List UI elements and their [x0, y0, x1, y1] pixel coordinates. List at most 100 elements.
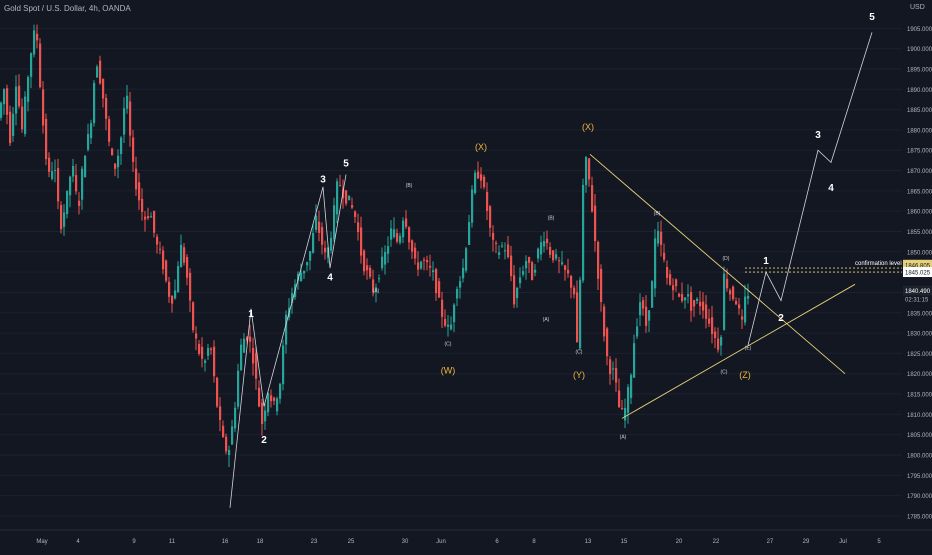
wave-label: 2: [261, 435, 267, 446]
candle-body: [414, 247, 417, 259]
candle-body: [642, 300, 645, 309]
candle-body: [138, 182, 141, 201]
candle-body: [201, 346, 204, 359]
candle-body: [381, 256, 384, 269]
candle-body: [729, 290, 732, 295]
candle-body: [207, 348, 210, 356]
candle-body: [102, 78, 105, 99]
candle-body: [702, 301, 705, 311]
candle-body: [573, 287, 576, 295]
candle-body: [180, 244, 183, 268]
candle-body: [243, 338, 246, 353]
candle-body: [396, 233, 399, 242]
y-tick-label: 1895.000: [907, 67, 932, 73]
candle-body: [399, 235, 402, 243]
candle-body: [297, 273, 300, 281]
candle-body: [540, 242, 543, 255]
candle-body: [12, 113, 15, 136]
x-tick-label: 27: [767, 539, 774, 545]
wave-label: (A): [373, 288, 380, 294]
wave-label: (X): [475, 142, 487, 152]
candle-body: [135, 168, 138, 190]
candle-body: [585, 157, 588, 186]
candle-body: [120, 137, 123, 154]
wave-label: 2: [778, 313, 784, 324]
candle-body: [48, 157, 51, 172]
candle-body: [84, 155, 87, 178]
current-marker-tag-bg: [903, 267, 932, 278]
candle-body: [9, 111, 12, 144]
candle-body: [237, 370, 240, 407]
candle-body: [204, 360, 207, 363]
wave-label: 4: [327, 272, 333, 283]
candle-body: [276, 398, 279, 412]
candle-body: [318, 221, 321, 233]
candle-body: [468, 222, 471, 245]
candle-body: [303, 270, 306, 274]
candle-body: [24, 96, 27, 134]
candle-body: [75, 175, 78, 192]
y-tick-label: 1900.000: [907, 47, 932, 53]
candle-body: [714, 331, 717, 339]
x-tick-label: 29: [803, 539, 810, 545]
x-tick-label: 15: [621, 539, 628, 545]
candle-body: [546, 238, 549, 244]
candle-body: [39, 43, 42, 88]
candle-body: [519, 277, 522, 284]
annotation-lines: confirmation level 1846: [229, 32, 917, 508]
candle-body: [609, 359, 612, 375]
candle-body: [579, 279, 582, 349]
triangle-boundary-line: [621, 283, 856, 419]
candle-body: [417, 262, 420, 270]
candle-body: [648, 310, 651, 321]
candle-body: [192, 302, 195, 331]
candle-body: [423, 259, 426, 261]
candle-body: [129, 101, 132, 136]
candle-body: [189, 272, 192, 301]
candle-body: [687, 294, 690, 297]
candle-body: [51, 171, 54, 179]
candle-body: [444, 319, 447, 326]
candle-body: [699, 301, 702, 307]
candle-body: [711, 317, 714, 335]
candle-body: [432, 270, 435, 273]
confirmation-price-tag-bg: [903, 259, 932, 270]
candle-body: [471, 189, 474, 223]
grid: [0, 27, 902, 517]
y-tick-label: 1850.000: [907, 250, 932, 256]
y-tick-label: 1810.000: [907, 413, 932, 419]
candle-body: [333, 205, 336, 239]
candle-body: [600, 268, 603, 303]
candle-body: [447, 324, 450, 327]
candle-body: [339, 185, 342, 187]
candle-body: [216, 377, 219, 407]
candle-body: [252, 347, 255, 364]
candle-body: [78, 200, 81, 206]
y-tick-label: 1870.000: [907, 169, 932, 175]
candle-body: [486, 192, 489, 211]
y-tick-label: 1820.000: [907, 372, 932, 378]
wave-label: 1: [763, 256, 769, 267]
candle-body: [549, 246, 552, 255]
candle-body: [246, 337, 249, 341]
y-tick-label: 1805.000: [907, 433, 932, 439]
wave-label: (A): [620, 435, 627, 441]
candle-body: [360, 227, 363, 256]
wave-label: (B): [548, 215, 555, 221]
x-tick-label: 11: [169, 539, 176, 545]
candle-body: [249, 336, 252, 342]
candle-body: [705, 304, 708, 319]
candle-body: [261, 402, 264, 425]
candle-body: [255, 353, 258, 379]
candle-body: [273, 397, 276, 401]
candle-body: [567, 269, 570, 274]
candle-body: [726, 278, 729, 289]
y-tick-label: 1800.000: [907, 453, 932, 459]
candle-body: [300, 272, 303, 282]
candle-body: [369, 267, 372, 277]
candle-body: [537, 248, 540, 259]
x-tick-label: 18: [257, 539, 264, 545]
candle-body: [210, 348, 213, 350]
